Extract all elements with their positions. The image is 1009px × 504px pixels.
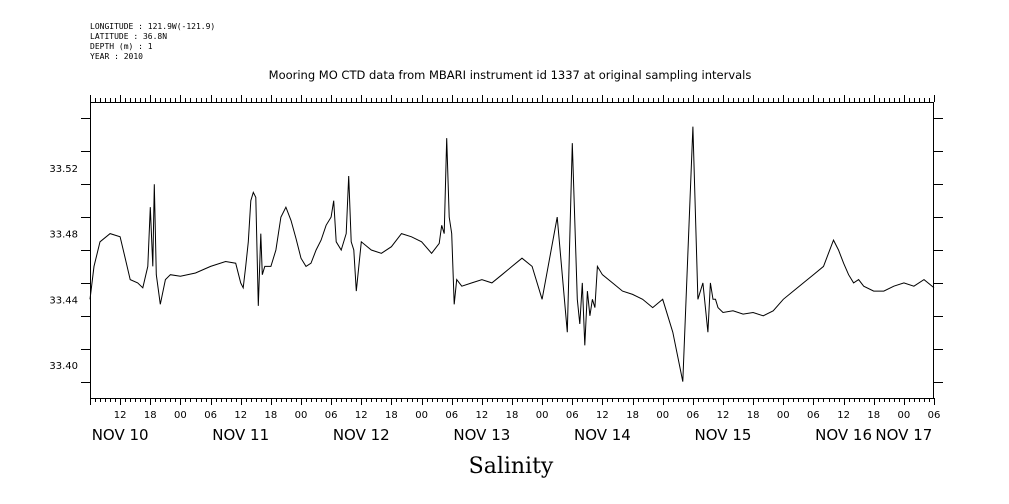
day-label: NOV 14 [574, 426, 631, 444]
x-tick-label: 00 [415, 410, 428, 421]
metadata-block: LONGITUDE : 121.9W(-121.9) LATITUDE : 36… [90, 22, 215, 62]
y-tick-label: 33.52 [49, 164, 78, 175]
x-tick-label: 18 [264, 410, 277, 421]
day-label: NOV 16 [815, 426, 872, 444]
x-tick-label: 00 [897, 410, 910, 421]
latitude-text: LATITUDE : 36.8N [90, 32, 168, 41]
x-tick-label: 00 [777, 410, 790, 421]
x-tick-label: 00 [536, 410, 549, 421]
x-tick-label: 18 [144, 410, 157, 421]
day-label: NOV 12 [333, 426, 390, 444]
x-tick-label: 00 [295, 410, 308, 421]
x-tick-label: 12 [717, 410, 730, 421]
x-axis-label: Salinity [468, 454, 554, 479]
day-label: NOV 10 [92, 426, 149, 444]
x-tick-label: 12 [114, 410, 127, 421]
x-tick-label: 06 [928, 410, 941, 421]
x-tick-label: 06 [325, 410, 338, 421]
chart-title: Mooring MO CTD data from MBARI instrumen… [268, 68, 752, 82]
series-layer [89, 126, 935, 382]
longitude-text: LONGITUDE : 121.9W(-121.9) [90, 22, 216, 31]
x-tick-label: 00 [656, 410, 669, 421]
x-tick-label: 18 [867, 410, 880, 421]
x-tick-label: 18 [747, 410, 760, 421]
day-label: NOV 13 [453, 426, 510, 444]
y-tick-label: 33.40 [49, 361, 78, 372]
depth-text: DEPTH (m) : 1 [90, 42, 153, 51]
x-tick-label: 18 [626, 410, 639, 421]
x-tick-label: 12 [475, 410, 488, 421]
x-tick-label: 12 [355, 410, 368, 421]
x-tick-label: 18 [385, 410, 398, 421]
x-tick-label: 06 [686, 410, 699, 421]
y-tick-label: 33.48 [49, 230, 78, 241]
x-tick-label: 06 [445, 410, 458, 421]
day-label: NOV 15 [695, 426, 752, 444]
x-tick-label: 12 [837, 410, 850, 421]
plot-frame [90, 102, 934, 399]
salinity-series-line [89, 126, 935, 382]
x-tick-label: 06 [204, 410, 217, 421]
x-tick-label: 18 [506, 410, 519, 421]
x-tick-label: 06 [566, 410, 579, 421]
x-tick-label: 12 [234, 410, 247, 421]
day-label: NOV 17 [875, 426, 932, 444]
x-tick-label: 06 [807, 410, 820, 421]
day-label: NOV 11 [212, 426, 269, 444]
x-tick-label: 00 [174, 410, 187, 421]
y-tick-label: 33.44 [49, 295, 78, 306]
year-text: YEAR : 2010 [90, 52, 143, 61]
x-tick-label: 12 [596, 410, 609, 421]
axes-layer: 33.40 33.44 33.48 33.52 12 18 00 06 12 18 00 06 12 18… [49, 95, 943, 444]
